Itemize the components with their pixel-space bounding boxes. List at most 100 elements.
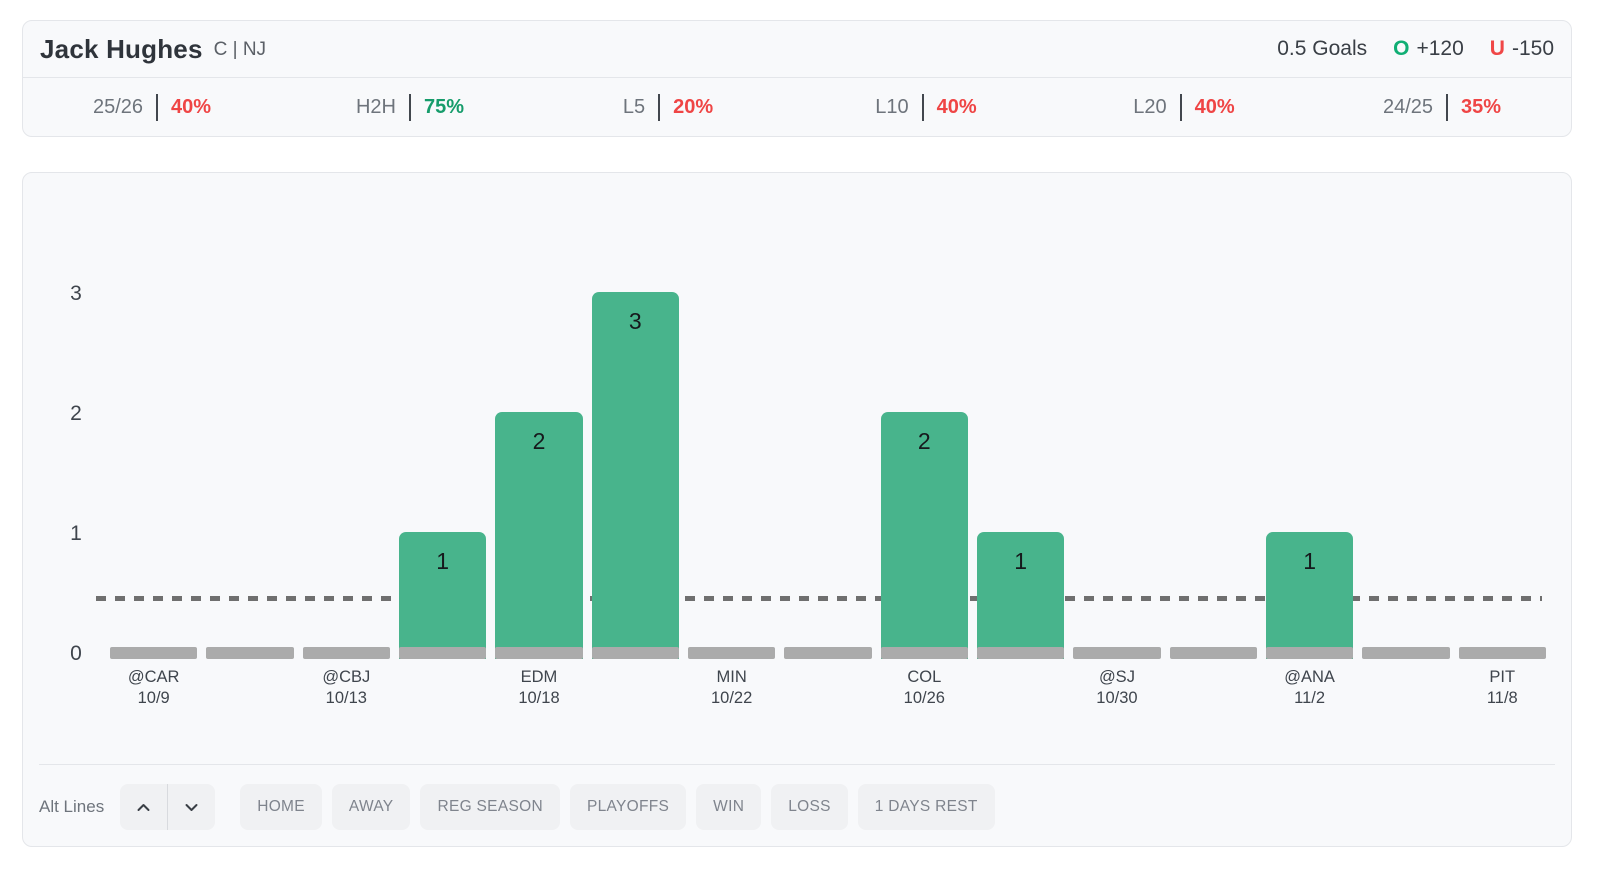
filter-button-1-days-rest[interactable]: 1 DAYS REST: [857, 784, 995, 830]
split-separator: [1446, 93, 1449, 121]
over-odds-value: +120: [1416, 37, 1464, 60]
baseline-stub: [591, 647, 679, 659]
filter-button-reg-season[interactable]: REG SEASON: [420, 784, 560, 830]
game-date-label: 10/9: [137, 689, 170, 707]
split-separator: [658, 93, 661, 121]
split-separator: [1179, 93, 1182, 121]
split-label: L10: [875, 95, 909, 118]
bars-row: 1 2 3 2 1 1: [110, 233, 1546, 659]
bar-column: 1: [1265, 233, 1354, 659]
opponent-label: COL: [907, 668, 942, 686]
bar-column: 1: [398, 233, 487, 659]
game-log-chart-card: 0 1 2 3 1 2 3 2 1 1 @CAR 10/9 @CBJ 10/13 EDM 10/18 MIN…: [22, 172, 1572, 847]
x-axis-label: [1170, 667, 1257, 709]
baseline-stub: [1458, 647, 1546, 659]
split-stat: L5 20%: [539, 93, 797, 121]
split-value: 40%: [936, 95, 977, 118]
goal-bar: 2: [495, 412, 583, 659]
split-label: 24/25: [1382, 95, 1434, 118]
bar-column: 1: [976, 233, 1065, 659]
filter-buttons: HOME AWAY REG SEASON PLAYOFFS WIN LOSS 1 DAYS …: [240, 784, 995, 830]
game-date-label: 10/30: [1096, 689, 1138, 707]
player-name: Jack Hughes: [40, 33, 203, 64]
x-axis-label: [977, 667, 1064, 709]
over-mark: O: [1393, 37, 1410, 60]
bar-column: [302, 233, 390, 659]
game-date-label: 11/8: [1486, 689, 1518, 707]
line-up-button[interactable]: [120, 784, 167, 830]
bar-column: [687, 233, 776, 659]
bar-column: 2: [495, 233, 583, 659]
opponent-label: @ANA: [1284, 668, 1335, 686]
footer-divider: [39, 764, 1555, 765]
split-stat: H2H 75%: [281, 93, 539, 121]
baseline-stub: [1169, 647, 1257, 659]
filter-button-playoffs[interactable]: PLAYOFFS: [569, 784, 687, 830]
filter-button-home[interactable]: HOME: [240, 784, 322, 830]
baseline-stub: [1265, 647, 1354, 659]
bar-column: 3: [591, 233, 679, 659]
game-date-label: 10/26: [903, 689, 945, 707]
filter-button-away[interactable]: AWAY: [331, 784, 411, 830]
bar-column: [110, 233, 198, 659]
x-axis-label: [784, 667, 871, 709]
split-value: 20%: [673, 95, 714, 118]
under-odds: U -150: [1490, 37, 1554, 61]
goal-bar: 2: [880, 412, 968, 659]
split-label: H2H: [355, 95, 396, 118]
chevron-down-icon: [185, 803, 198, 811]
chevron-up-icon: [137, 803, 150, 811]
x-axis-label: [206, 667, 293, 709]
line-down-button[interactable]: [168, 784, 215, 830]
goal-bar: 1: [976, 532, 1065, 659]
bar-value-label: 3: [628, 308, 642, 334]
goal-bar: 1: [398, 532, 487, 659]
baseline-stub: [302, 647, 390, 659]
split-label: 25/26: [92, 95, 144, 118]
filter-button-win[interactable]: WIN: [696, 784, 762, 830]
baseline-stub: [1362, 647, 1450, 659]
x-axis-label: COL 10/26: [881, 667, 968, 709]
opponent-label: PIT: [1489, 668, 1516, 686]
stepper-divider: [167, 784, 169, 830]
baseline-stub: [784, 647, 872, 659]
bar-value-label: 1: [436, 548, 450, 574]
y-tick-label: 1: [70, 522, 82, 545]
bar-column: [1073, 233, 1161, 659]
opponent-label: EDM: [520, 668, 558, 686]
split-value: 40%: [1194, 95, 1235, 118]
baseline-stub: [110, 647, 198, 659]
under-odds-value: -150: [1511, 37, 1554, 60]
player-position-team: C | NJ: [213, 39, 267, 60]
filter-button-loss[interactable]: LOSS: [771, 784, 848, 830]
split-value: 40%: [171, 95, 212, 118]
opponent-label: @SJ: [1098, 668, 1135, 686]
bar-column: [1362, 233, 1450, 659]
bar-value-label: 2: [532, 428, 546, 454]
bar-value-label: 1: [1303, 548, 1316, 574]
game-date-label: 11/2: [1294, 689, 1326, 707]
split-stat: 25/26 40%: [23, 93, 281, 121]
market-line: 0.5 Goals O +120 U -150: [1277, 37, 1554, 61]
baseline-stub: [398, 647, 487, 659]
x-axis-label: [592, 667, 679, 709]
split-value: 75%: [423, 95, 465, 118]
player-header-card: Jack Hughes C | NJ 0.5 Goals O +120 U -1…: [22, 20, 1572, 137]
x-axis-label: PIT 11/8: [1459, 667, 1546, 709]
split-stat: L10 40%: [797, 93, 1055, 121]
alt-lines-label: Alt Lines: [39, 797, 105, 816]
bar-column: [1458, 233, 1546, 659]
baseline-stub: [1073, 647, 1161, 659]
goal-bar: 1: [1265, 532, 1354, 659]
baseline-stub: [976, 647, 1065, 659]
split-label: L20: [1133, 95, 1167, 118]
under-mark: U: [1489, 37, 1505, 60]
game-date-label: 10/13: [325, 689, 367, 707]
splits-row: 25/26 40% H2H 75% L5 20% L10 40% L20 40% 24/25 35%: [23, 78, 1571, 136]
split-label: L5: [622, 95, 646, 118]
opponent-label: @CBJ: [322, 668, 371, 686]
opponent-label: @CAR: [127, 668, 180, 686]
bar-column: [1169, 233, 1257, 659]
x-axis-label: @CBJ 10/13: [303, 667, 390, 709]
x-axis-label: @ANA 11/2: [1266, 667, 1353, 709]
